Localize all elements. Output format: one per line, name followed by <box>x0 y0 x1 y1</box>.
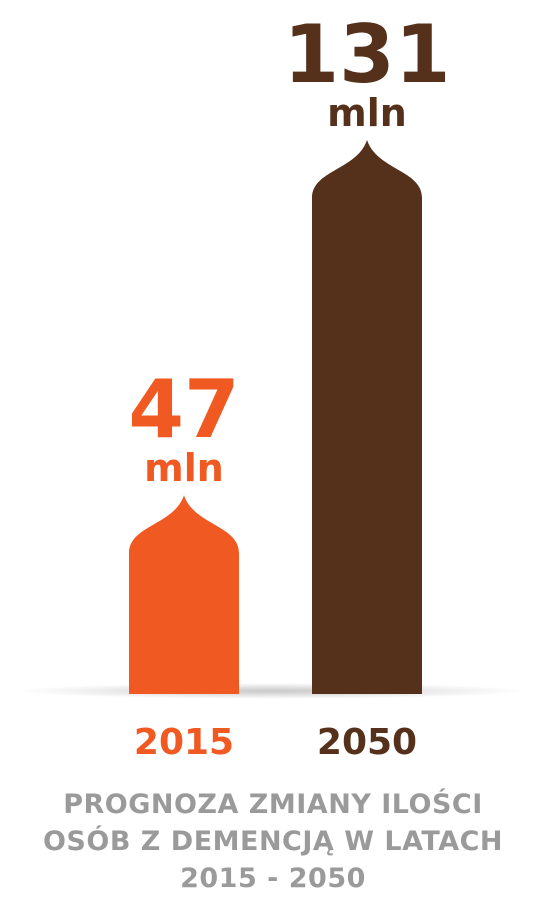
value-label-2050: 131 <box>284 8 451 101</box>
chart-title-line-1: PROGNOZA ZMIANY ILOŚCI <box>63 789 483 820</box>
x-tick-label-2015: 2015 <box>134 722 234 763</box>
chart-title-line-3: 2015 - 2050 <box>180 863 366 894</box>
unit-label-2050: mln <box>327 91 407 135</box>
chart-title-line-2: OSÓB Z DEMENCJĄ W LATACH <box>42 826 504 857</box>
bar-2015 <box>129 495 239 694</box>
unit-label-2015: mln <box>144 446 224 490</box>
chart-title: PROGNOZA ZMIANY ILOŚCI OSÓB Z DEMENCJĄ W… <box>0 786 546 897</box>
x-tick-label-2050: 2050 <box>317 722 417 763</box>
bar-2050 <box>312 140 422 694</box>
value-label-2015: 47 <box>128 363 239 456</box>
baseline-shadow <box>16 683 526 699</box>
